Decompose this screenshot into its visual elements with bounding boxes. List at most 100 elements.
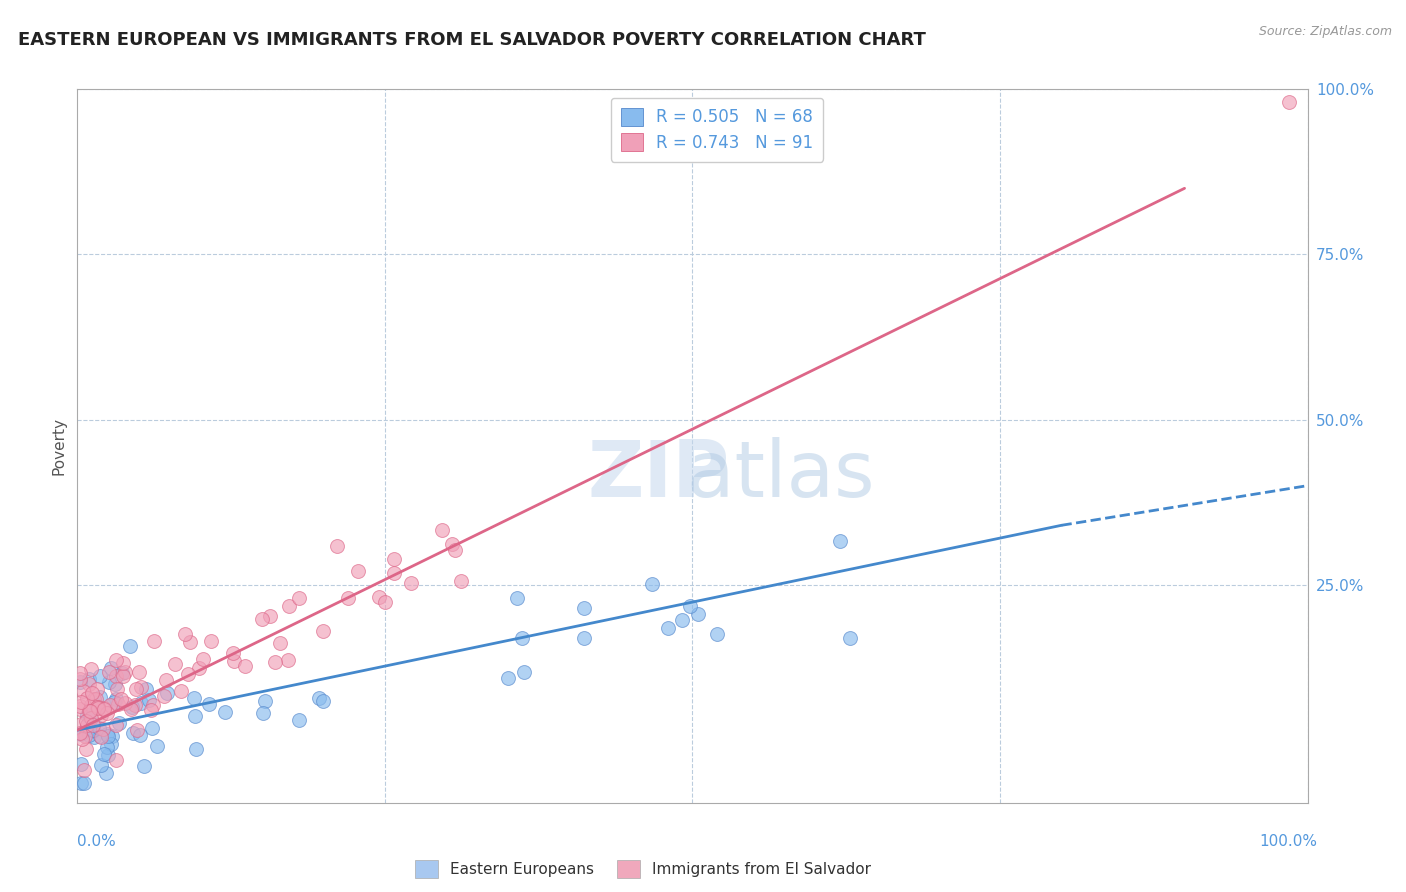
- Point: [510, 631, 533, 645]
- Point: [80, 663, 103, 677]
- Point: [188, 661, 211, 675]
- Point: [103, 695, 125, 709]
- Point: [382, 566, 405, 581]
- Point: [198, 697, 221, 711]
- Point: [111, 669, 134, 683]
- Point: [75, 714, 97, 729]
- Point: [105, 681, 128, 696]
- Point: [73, 776, 96, 790]
- Point: [193, 652, 215, 666]
- Point: [440, 537, 463, 551]
- Point: [114, 697, 136, 711]
- Text: Source: ZipAtlas.com: Source: ZipAtlas.com: [1258, 25, 1392, 38]
- Point: [70, 776, 93, 790]
- Point: [179, 635, 201, 649]
- Point: [87, 700, 110, 714]
- Point: [125, 681, 148, 696]
- Y-axis label: Poverty: Poverty: [51, 417, 66, 475]
- Point: [269, 636, 291, 650]
- Point: [308, 691, 330, 706]
- Point: [170, 684, 193, 698]
- Point: [82, 723, 104, 737]
- Point: [506, 591, 529, 605]
- Point: [93, 747, 115, 761]
- Point: [112, 656, 135, 670]
- Point: [105, 753, 128, 767]
- Point: [337, 591, 360, 605]
- Point: [368, 590, 391, 604]
- Point: [70, 727, 93, 741]
- Point: [399, 576, 422, 591]
- Point: [90, 730, 112, 744]
- Point: [69, 675, 91, 690]
- Point: [77, 728, 100, 742]
- Text: EASTERN EUROPEAN VS IMMIGRANTS FROM EL SALVADOR POVERTY CORRELATION CHART: EASTERN EUROPEAN VS IMMIGRANTS FROM EL S…: [18, 31, 927, 49]
- Point: [263, 655, 285, 669]
- Point: [98, 698, 121, 712]
- Point: [96, 727, 118, 741]
- Point: [278, 599, 301, 613]
- Point: [76, 718, 98, 732]
- Point: [80, 711, 103, 725]
- Point: [450, 574, 472, 588]
- Point: [430, 524, 453, 538]
- Point: [96, 740, 118, 755]
- Point: [83, 691, 105, 706]
- Point: [89, 690, 111, 705]
- Point: [252, 706, 274, 721]
- Text: 100.0%: 100.0%: [1260, 834, 1317, 848]
- Point: [77, 672, 100, 686]
- Point: [288, 713, 311, 727]
- Point: [142, 633, 165, 648]
- Point: [86, 681, 108, 696]
- Point: [830, 534, 852, 549]
- Point: [73, 729, 96, 743]
- Point: [91, 723, 114, 737]
- Point: [70, 731, 93, 746]
- Point: [69, 726, 91, 740]
- Point: [1278, 95, 1301, 110]
- Point: [83, 730, 105, 744]
- Point: [155, 673, 177, 687]
- Point: [94, 765, 117, 780]
- Point: [200, 634, 222, 648]
- Point: [163, 657, 186, 671]
- Point: [128, 728, 150, 742]
- Point: [120, 701, 142, 715]
- Point: [89, 729, 111, 743]
- Point: [82, 718, 104, 732]
- Point: [69, 666, 91, 681]
- Point: [122, 726, 145, 740]
- Point: [254, 694, 277, 708]
- Point: [110, 692, 132, 706]
- Point: [250, 612, 273, 626]
- Point: [98, 665, 121, 680]
- Point: [277, 653, 299, 667]
- Point: [87, 721, 110, 735]
- Point: [97, 748, 120, 763]
- Point: [496, 671, 519, 685]
- Point: [671, 613, 693, 627]
- Point: [105, 653, 128, 667]
- Point: [135, 681, 157, 696]
- Point: [142, 698, 165, 712]
- Point: [706, 627, 728, 641]
- Point: [222, 654, 245, 668]
- Point: [79, 710, 101, 724]
- Point: [127, 723, 149, 737]
- Point: [75, 742, 97, 756]
- Point: [688, 607, 710, 621]
- Point: [69, 757, 91, 772]
- Point: [90, 758, 112, 772]
- Point: [214, 705, 236, 719]
- Point: [77, 677, 100, 691]
- Point: [84, 692, 107, 706]
- Point: [104, 668, 127, 682]
- Point: [73, 763, 96, 777]
- Point: [89, 669, 111, 683]
- Point: [184, 741, 207, 756]
- Point: [80, 686, 103, 700]
- Point: [80, 698, 103, 712]
- Point: [374, 595, 396, 609]
- Point: [69, 702, 91, 716]
